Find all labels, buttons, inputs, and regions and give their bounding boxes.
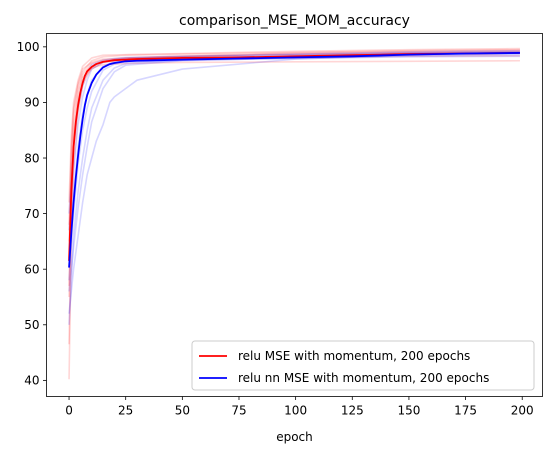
- chart-title: comparison_MSE_MOM_accuracy: [179, 13, 410, 29]
- legend: relu MSE with momentum, 200 epochs relu …: [191, 340, 535, 391]
- y-tick-label: 50: [24, 318, 39, 332]
- plot-frame: [46, 33, 543, 397]
- x-tick-label: 0: [65, 404, 73, 418]
- legend-label-relu-nn-mse: relu nn MSE with momentum, 200 epochs: [238, 371, 489, 385]
- x-tick-label: 175: [454, 404, 477, 418]
- main-series: [68, 52, 520, 268]
- x-tick-label: 100: [284, 404, 307, 418]
- x-tick-label: 50: [175, 404, 190, 418]
- background-run-line-7: [68, 52, 520, 314]
- x-tick-label: 75: [231, 404, 246, 418]
- background-run-line-6: [68, 50, 520, 225]
- legend-label-relu-mse: relu MSE with momentum, 200 epochs: [238, 349, 470, 363]
- x-tick-label: 200: [511, 404, 534, 418]
- legend-box: [191, 340, 535, 391]
- plot-area: [68, 47, 520, 380]
- series-line-1: [68, 52, 520, 268]
- y-tick-label: 90: [24, 96, 39, 110]
- y-tick-label: 60: [24, 262, 39, 276]
- y-tick-label: 80: [24, 151, 39, 165]
- y-axis-ticks: 40 50 60 70 80 90 100: [17, 40, 47, 388]
- x-axis-label: epoch: [276, 430, 313, 444]
- series-line-0: [68, 52, 520, 261]
- background-run-line-4: [68, 47, 520, 203]
- background-run-line-2: [68, 49, 520, 286]
- background-run-line-3: [68, 48, 520, 242]
- x-tick-label: 125: [341, 404, 364, 418]
- x-tick-label: 150: [397, 404, 420, 418]
- y-tick-label: 70: [24, 207, 39, 221]
- x-tick-label: 25: [118, 404, 133, 418]
- y-tick-label: 40: [24, 374, 39, 388]
- y-tick-label: 100: [17, 40, 40, 54]
- x-axis-ticks: 0 25 50 75 100 125 150 175 200: [65, 396, 534, 418]
